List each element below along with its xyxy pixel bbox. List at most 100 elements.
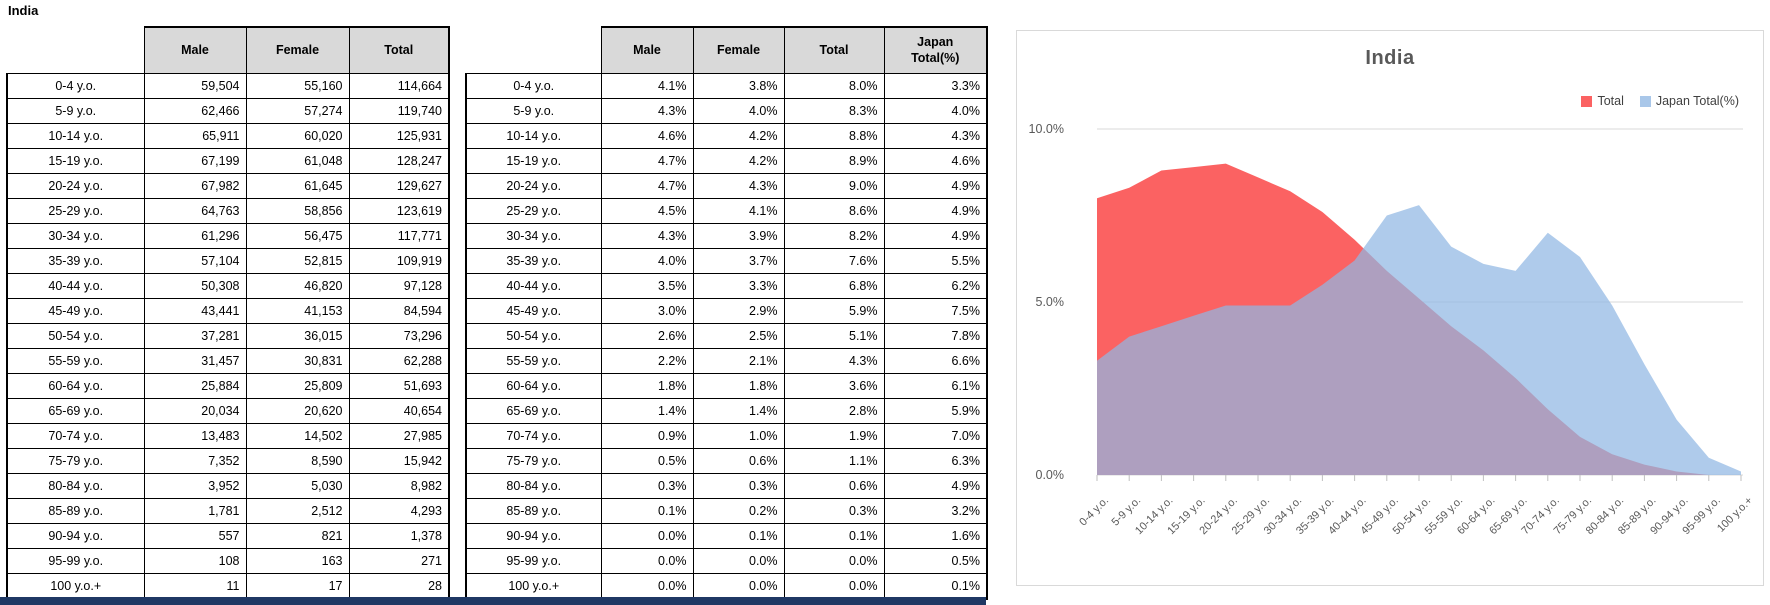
population-counts-table: Male Female Total 0-4 y.o. 59,504 55,160 114,… [6, 26, 450, 600]
value-cell: 821 [245, 523, 350, 549]
value-cell: 3.3% [883, 73, 988, 99]
value-cell: 5.9% [883, 398, 988, 424]
header-row: Male Female Total Japan Total(%) [466, 26, 988, 74]
value-cell: 15,942 [348, 448, 450, 474]
table-row: 100 y.o.+ 11 17 28 [6, 573, 450, 600]
value-cell: 8.2% [783, 223, 885, 249]
value-cell: 0.5% [883, 548, 988, 574]
value-cell: 0.3% [692, 473, 785, 499]
table-row: 65-69 y.o. 1.4% 1.4% 2.8% 5.9% [465, 398, 988, 424]
age-label-cell: 55-59 y.o. [465, 348, 602, 374]
value-cell: 55,160 [245, 73, 350, 99]
value-cell: 59,504 [143, 73, 247, 99]
value-cell: 9.0% [783, 173, 885, 199]
value-cell: 163 [245, 548, 350, 574]
value-cell: 25,809 [245, 373, 350, 399]
y-axis-label: 5.0% [1036, 295, 1065, 309]
table-row: 25-29 y.o. 4.5% 4.1% 8.6% 4.9% [465, 198, 988, 224]
table-row: 35-39 y.o. 4.0% 3.7% 7.6% 5.5% [465, 248, 988, 274]
value-cell: 3.9% [692, 223, 785, 249]
table-row: 100 y.o.+ 0.0% 0.0% 0.0% 0.1% [465, 573, 988, 600]
age-label-cell: 65-69 y.o. [465, 398, 602, 424]
value-cell: 4.6% [883, 148, 988, 174]
table-row: 40-44 y.o. 50,308 46,820 97,128 [6, 273, 450, 299]
table-row: 45-49 y.o. 43,441 41,153 84,594 [6, 298, 450, 324]
legend-swatch-icon [1639, 95, 1651, 107]
table-row: 20-24 y.o. 4.7% 4.3% 9.0% 4.9% [465, 173, 988, 199]
population-percent-table: Male Female Total Japan Total(%) 0-4 y.o. 4.… [465, 26, 988, 600]
table-row: 95-99 y.o. 108 163 271 [6, 548, 450, 574]
value-cell: 13,483 [143, 423, 247, 449]
value-cell: 0.0% [600, 523, 694, 549]
table-row: 95-99 y.o. 0.0% 0.0% 0.0% 0.5% [465, 548, 988, 574]
x-axis-label: 100 y.o.+ [1715, 495, 1755, 535]
age-label-cell: 60-64 y.o. [6, 373, 145, 399]
value-cell: 31,457 [143, 348, 247, 374]
table-row: 0-4 y.o. 59,504 55,160 114,664 [6, 73, 450, 99]
value-cell: 5.9% [783, 298, 885, 324]
age-label-cell: 50-54 y.o. [465, 323, 602, 349]
value-cell: 7.8% [883, 323, 988, 349]
age-label-cell: 60-64 y.o. [465, 373, 602, 399]
corner-cell [466, 27, 601, 74]
value-cell: 8,982 [348, 473, 450, 499]
value-cell: 5,030 [245, 473, 350, 499]
value-cell: 6.3% [883, 448, 988, 474]
value-cell: 4.7% [600, 148, 694, 174]
value-cell: 4.1% [600, 73, 694, 99]
value-cell: 4.6% [600, 123, 694, 149]
x-axis-label: 0-4 y.o. [1077, 495, 1111, 529]
value-cell: 2.8% [783, 398, 885, 424]
age-label-cell: 40-44 y.o. [465, 273, 602, 299]
table-row: 35-39 y.o. 57,104 52,815 109,919 [6, 248, 450, 274]
table-row: 80-84 y.o. 3,952 5,030 8,982 [6, 473, 450, 499]
chart-title: India [1365, 47, 1415, 69]
value-cell: 0.0% [783, 548, 885, 574]
table-row: 15-19 y.o. 4.7% 4.2% 8.9% 4.6% [465, 148, 988, 174]
value-cell: 0.3% [600, 473, 694, 499]
table-row: 85-89 y.o. 0.1% 0.2% 0.3% 3.2% [465, 498, 988, 524]
age-label-cell: 75-79 y.o. [465, 448, 602, 474]
value-cell: 7.5% [883, 298, 988, 324]
table-row: 50-54 y.o. 37,281 36,015 73,296 [6, 323, 450, 349]
value-cell: 62,288 [348, 348, 450, 374]
value-cell: 4.3% [692, 173, 785, 199]
value-cell: 1.8% [600, 373, 694, 399]
value-cell: 84,594 [348, 298, 450, 324]
table-row: 40-44 y.o. 3.5% 3.3% 6.8% 6.2% [465, 273, 988, 299]
value-cell: 6.6% [883, 348, 988, 374]
value-cell: 557 [143, 523, 247, 549]
value-cell: 6.2% [883, 273, 988, 299]
age-label-cell: 10-14 y.o. [465, 123, 602, 149]
value-cell: 2.5% [692, 323, 785, 349]
value-cell: 43,441 [143, 298, 247, 324]
table-row: 10-14 y.o. 65,911 60,020 125,931 [6, 123, 450, 149]
value-cell: 8.8% [783, 123, 885, 149]
value-cell: 129,627 [348, 173, 450, 199]
value-cell: 1,378 [348, 523, 450, 549]
value-cell: 14,502 [245, 423, 350, 449]
chart-card: India Total Japan Total(%) 10.0% 5.0% 0.0% 0… [1016, 30, 1764, 586]
value-cell: 1.6% [883, 523, 988, 549]
age-label-cell: 70-74 y.o. [6, 423, 145, 449]
value-cell: 7,352 [143, 448, 247, 474]
value-cell: 36,015 [245, 323, 350, 349]
japan-area-series [1097, 205, 1741, 475]
value-cell: 1.4% [692, 398, 785, 424]
table-row: 15-19 y.o. 67,199 61,048 128,247 [6, 148, 450, 174]
value-cell: 3,952 [143, 473, 247, 499]
value-cell: 7.6% [783, 248, 885, 274]
value-cell: 123,619 [348, 198, 450, 224]
value-cell: 117,771 [348, 223, 450, 249]
value-cell: 64,763 [143, 198, 247, 224]
area-chart-svg: 10.0%5.0%0.0%0-4 y.o.5-9 y.o.10-14 y.o.1… [1029, 122, 1756, 537]
value-cell: 0.2% [692, 498, 785, 524]
table-row: 75-79 y.o. 7,352 8,590 15,942 [6, 448, 450, 474]
value-cell: 109,919 [348, 248, 450, 274]
value-cell: 4.2% [692, 123, 785, 149]
value-cell: 6.1% [883, 373, 988, 399]
age-label-cell: 35-39 y.o. [465, 248, 602, 274]
value-cell: 58,856 [245, 198, 350, 224]
column-header: Male [143, 26, 247, 74]
